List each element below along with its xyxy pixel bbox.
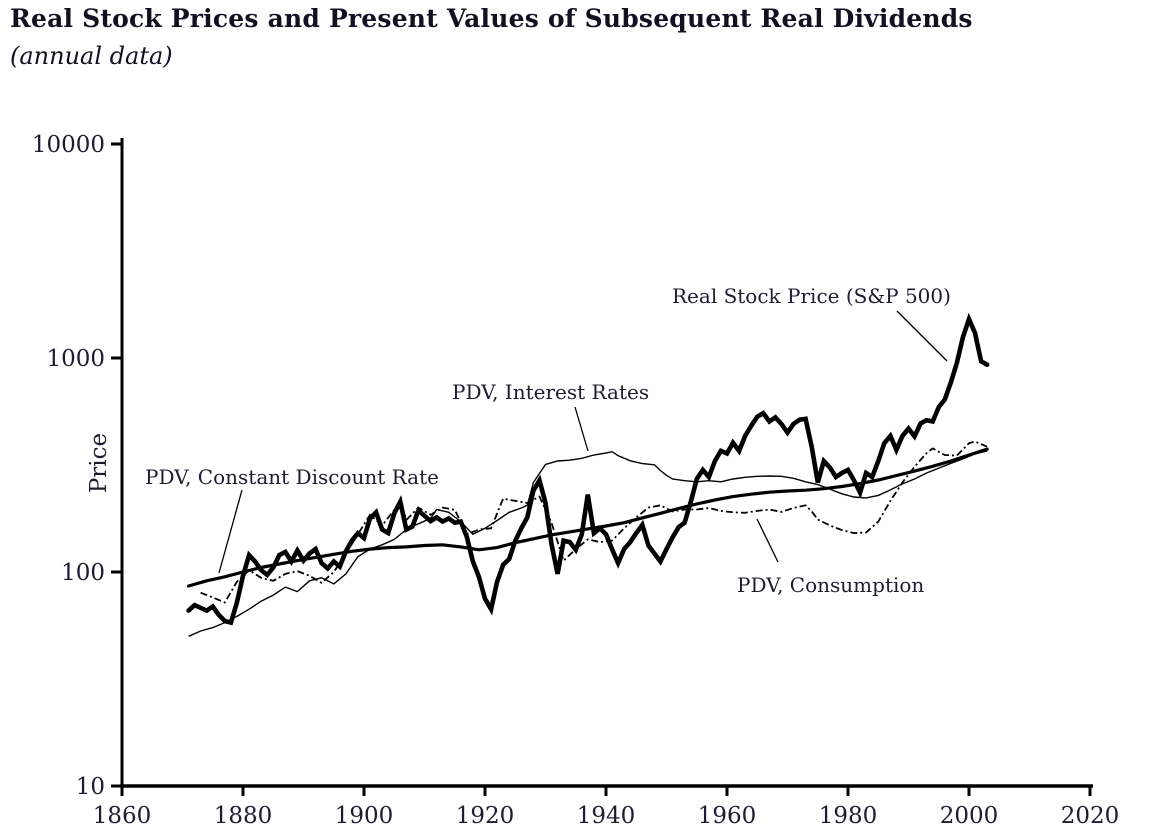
x-tick-label: 1900: [335, 803, 394, 829]
figure-title: Real Stock Prices and Present Values of …: [10, 4, 973, 33]
x-tick-label: 1960: [698, 803, 757, 829]
series-real-stock-price-s-p-500: [186, 312, 990, 626]
x-tick-label: 1860: [93, 803, 152, 829]
x-tick-label: 2000: [940, 803, 999, 829]
label-real-stock-price: Real Stock Price (S&P 500): [672, 284, 951, 308]
y-tick-label: 10: [76, 774, 105, 800]
series-pdv-interest-rates: [188, 450, 988, 638]
x-tick-label: 1940: [577, 803, 636, 829]
x-tick-label: 1880: [214, 803, 273, 829]
x-tick-label: 2020: [1061, 803, 1120, 829]
y-tick-label: 100: [61, 560, 105, 586]
x-tick-label: 1980: [819, 803, 878, 829]
figure-subtitle: (annual data): [10, 42, 173, 70]
label-real-stock-price-leader-line: [896, 310, 948, 362]
label-pdv-interest-rates: PDV, Interest Rates: [452, 380, 649, 404]
label-pdv-constant-discount-rate: PDV, Constant Discount Rate: [145, 465, 439, 489]
label-pdv-consumption: PDV, Consumption: [737, 573, 924, 597]
y-tick-label: 1000: [46, 346, 105, 372]
label-pdv-interest-rates-leader-line: [574, 406, 589, 452]
label-pdv-constant-discount-rate-leader-line: [218, 489, 243, 574]
x-tick-label: 1920: [456, 803, 515, 829]
label-pdv-consumption-leader-line: [756, 518, 779, 563]
y-tick-label: 10000: [32, 132, 105, 158]
